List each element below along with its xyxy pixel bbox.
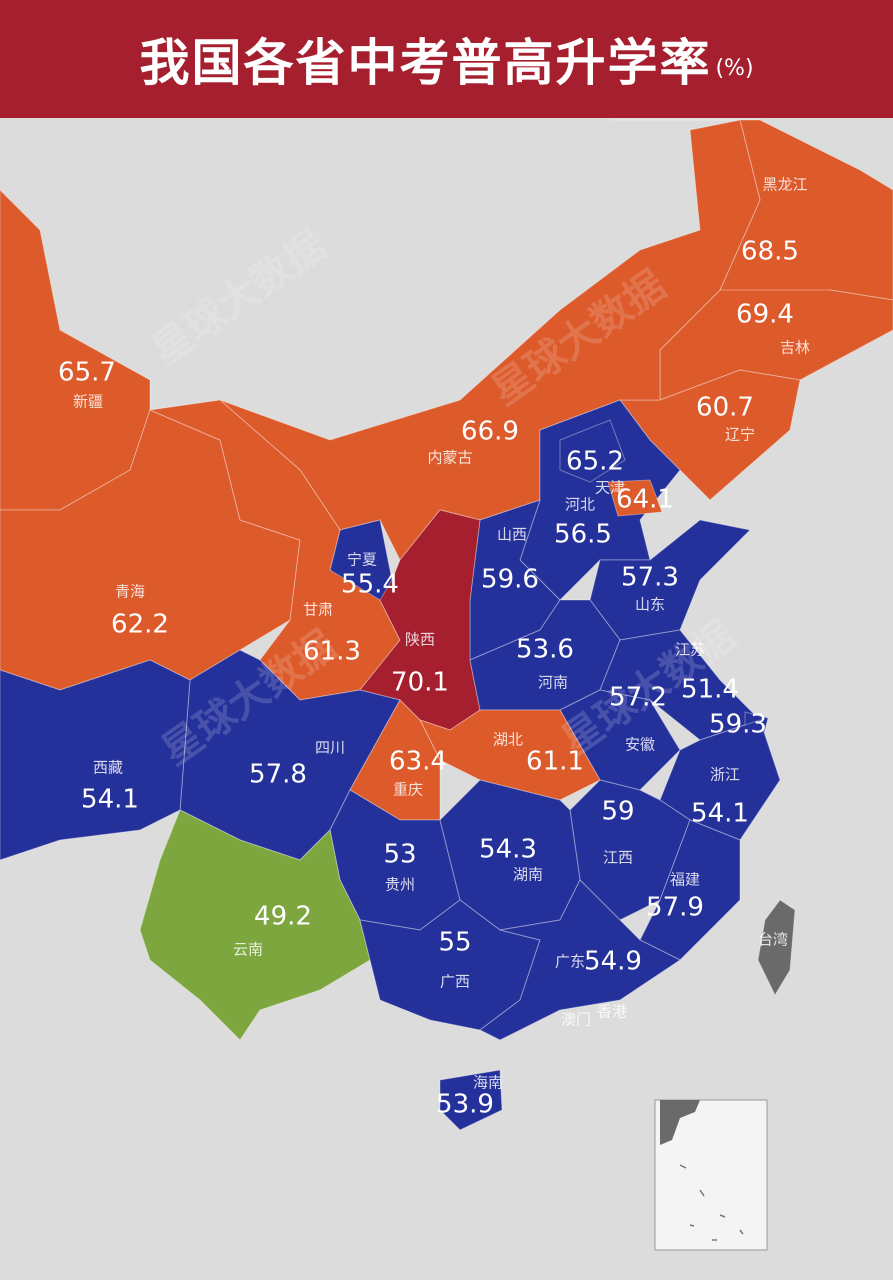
region-name: 安徽 [625, 736, 655, 754]
region-name: 新疆 [73, 393, 103, 411]
region-name: 河北 [565, 496, 595, 514]
region-name: 吉林 [780, 339, 810, 357]
region-name: 湖北 [493, 731, 523, 749]
region-name: 甘肃 [303, 601, 333, 619]
regions [0, 119, 893, 1131]
region-name: 澳门 [561, 1011, 591, 1029]
region-name: 山西 [497, 526, 527, 544]
region-shape [659, 719, 781, 841]
region-name: 香港 [597, 1003, 627, 1021]
region-value: 49.2 [254, 902, 312, 932]
region-shape [589, 519, 752, 641]
region-name: 四川 [315, 739, 345, 757]
region-name: 宁夏 [347, 551, 377, 569]
inset-land [660, 1100, 700, 1145]
region-name: 西藏 [93, 759, 123, 777]
region-name: 湖南 [513, 866, 543, 884]
region-shape [479, 879, 681, 1041]
region-name: 内蒙古 [427, 449, 472, 467]
region-name: 陕西 [405, 631, 435, 649]
region-value: 59 [601, 797, 634, 827]
region-name: 台湾 [758, 931, 788, 949]
header: 我国各省中考普高升学率 (%) [0, 0, 893, 118]
region-value: 53.9 [436, 1090, 494, 1120]
region-name: 河南 [538, 674, 568, 692]
region-value: 55 [438, 928, 471, 958]
region-name: 重庆 [393, 781, 423, 799]
region-value: 60.7 [696, 393, 754, 423]
region-name: 云南 [233, 941, 263, 959]
region-value: 56.5 [554, 520, 612, 550]
region-value: 69.4 [736, 300, 794, 330]
region-name: 山东 [635, 596, 665, 614]
region-value: 54.3 [479, 835, 537, 865]
region-value: 54.9 [584, 947, 642, 977]
region-value: 70.1 [391, 668, 449, 698]
region-value: 57.9 [646, 893, 704, 923]
region-name: 海南 [473, 1074, 503, 1092]
region-name: 浙江 [710, 766, 740, 784]
region-shape [559, 419, 626, 483]
region-value: 63.4 [389, 747, 447, 777]
watermark: 星球大数据 [144, 222, 334, 374]
region-value: 54.1 [691, 799, 749, 829]
region-value: 57.3 [621, 563, 679, 593]
region-value: 53 [383, 840, 416, 870]
region-value: 68.5 [741, 237, 799, 267]
region-value: 55.4 [341, 570, 399, 600]
region-value: 65.2 [566, 447, 624, 477]
region-value: 65.7 [58, 358, 116, 388]
region-name: 黑龙江 [762, 176, 807, 194]
region-shape [0, 189, 151, 511]
region-value: 59.3 [709, 710, 767, 740]
region-shape [607, 479, 663, 517]
region-value: 61.3 [303, 637, 361, 667]
region-value: 51.4 [681, 675, 739, 705]
region-value: 53.6 [516, 635, 574, 665]
region-name: 江西 [603, 849, 633, 867]
title: 我国各省中考普高升学率 [139, 34, 712, 92]
region-name: 广东 [555, 953, 585, 971]
region-value: 57.8 [249, 760, 307, 790]
inset-islands [679, 1164, 744, 1241]
region-name: 青海 [115, 583, 145, 601]
region-name: 江苏 [675, 641, 705, 659]
region-value: 54.1 [81, 785, 139, 815]
region-name: 天津 [595, 479, 625, 497]
region-value: 66.9 [461, 417, 519, 447]
region-name: 广西 [440, 973, 470, 991]
region-value: 57.2 [609, 683, 667, 713]
region-shape [439, 1069, 503, 1131]
region-value: 62.2 [111, 610, 169, 640]
region-shape [139, 809, 371, 1041]
region-name: 贵州 [385, 876, 415, 894]
region-shape [219, 119, 761, 561]
region-value: 64.1 [616, 485, 674, 515]
unit: (%) [715, 55, 754, 81]
region-name: 福建 [670, 871, 700, 889]
region-shape [757, 899, 796, 997]
region-value: 59.6 [481, 565, 539, 595]
region-value: 61.1 [526, 747, 584, 777]
region-name: 辽宁 [725, 426, 755, 444]
